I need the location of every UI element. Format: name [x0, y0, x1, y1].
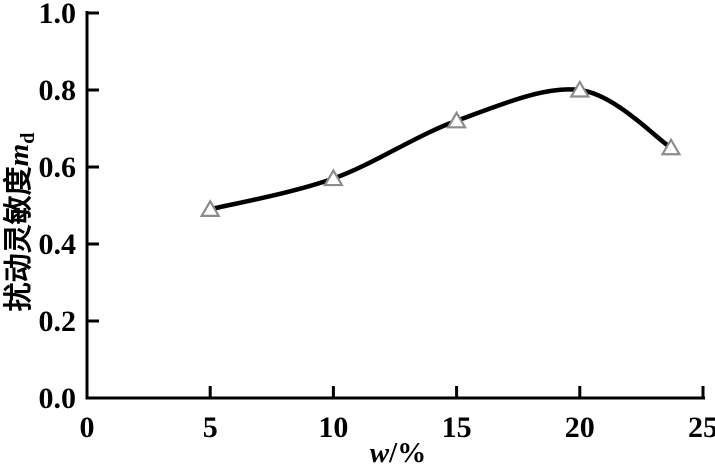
x-tick-label: 25 [688, 411, 715, 444]
data-point-marker [660, 137, 682, 156]
x-tick-label: 0 [80, 411, 95, 444]
x-tick-label: 20 [565, 411, 595, 444]
y-tick-label: 0.0 [39, 382, 77, 415]
y-axis-variable-subscript: d [17, 133, 39, 144]
y-tick-label: 0.8 [39, 74, 77, 107]
data-point-marker [322, 168, 344, 187]
x-tick-label: 15 [442, 411, 472, 444]
data-curve [207, 87, 674, 212]
y-tick-label: 0.4 [39, 228, 77, 261]
data-point-marker [446, 110, 468, 129]
axis-lines [85, 11, 705, 400]
y-tick-label: 0.6 [39, 151, 77, 184]
y-tick-label: 0.2 [39, 305, 77, 338]
x-tick-label: 5 [203, 411, 218, 444]
x-axis-variable: w [370, 437, 390, 469]
y-axis-label: 扰动灵敏度md [2, 133, 39, 312]
y-tick-label: 1.0 [39, 0, 77, 30]
x-axis-unit: /% [388, 437, 426, 469]
y-axis-label-cjk: 扰动灵敏度 [2, 166, 35, 311]
x-axis-label: w/% [370, 437, 426, 469]
data-point-marker [199, 199, 221, 217]
y-axis-variable: m [3, 144, 35, 167]
plot-layer: 0 5 10 15 20 25 0.0 0.2 0.4 0.6 0.8 1.0 [39, 0, 715, 444]
data-point-marker [569, 79, 591, 98]
x-tick-label: 10 [318, 411, 348, 444]
